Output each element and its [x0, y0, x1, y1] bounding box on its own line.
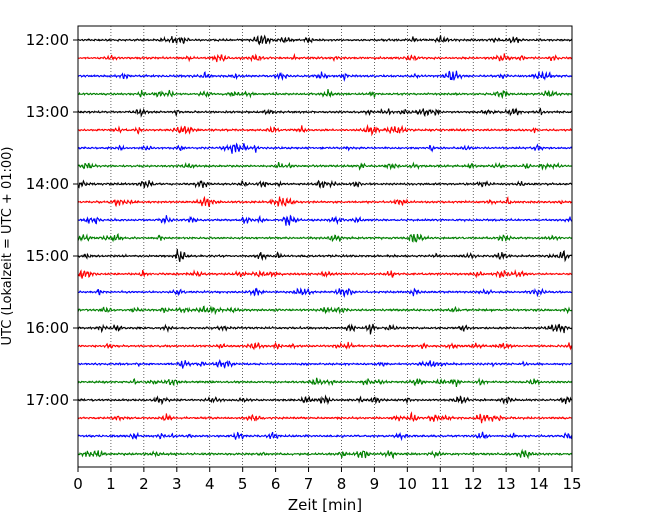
y-tick-label-1: 13:00	[26, 103, 69, 121]
x-tick-label-6: 6	[271, 475, 281, 493]
x-tick-label-14: 14	[530, 475, 549, 493]
x-tick-label-7: 7	[304, 475, 314, 493]
trace-1645	[77, 377, 573, 388]
y-tick-label-2: 14:00	[26, 175, 69, 193]
x-tick-label-11: 11	[431, 475, 450, 493]
trace-1530	[77, 287, 573, 299]
trace-1430	[77, 214, 573, 226]
trace-1500	[77, 248, 573, 263]
seismic-traces	[77, 34, 573, 460]
trace-1730	[77, 431, 573, 442]
trace-1200	[77, 34, 573, 46]
x-tick-label-12: 12	[464, 475, 483, 493]
trace-1345	[77, 161, 573, 171]
trace-1615	[77, 341, 573, 351]
x-tick-label-10: 10	[398, 475, 417, 493]
trace-1315	[77, 123, 573, 137]
x-tick-label-4: 4	[205, 475, 215, 493]
trace-1515	[77, 269, 573, 279]
x-tick-label-1: 1	[106, 475, 116, 493]
trace-1330	[77, 142, 573, 154]
trace-1400	[77, 179, 573, 189]
trace-1545	[77, 305, 573, 316]
x-axis-ticks: 0 1 2 3 4 5 6 7 8 9 10 11 12 13 14 15	[73, 467, 582, 493]
y-axis-label: UTC (Lokalzeit = UTC + 01:00)	[0, 147, 15, 346]
trace-1445	[77, 232, 573, 243]
y-axis-ticks: 12:00 13:00 14:00 15:00 16:00 17:00	[26, 31, 78, 409]
y-tick-label-0: 12:00	[26, 31, 69, 49]
plot-frame	[77, 25, 573, 468]
trace-1600	[77, 323, 573, 335]
x-axis-label: Zeit [min]	[288, 496, 362, 514]
x-tick-label-13: 13	[497, 475, 516, 493]
trace-1215	[77, 52, 573, 63]
trace-1415	[77, 195, 573, 208]
trace-1745	[77, 448, 573, 460]
x-tick-label-9: 9	[370, 475, 380, 493]
trace-1700	[77, 394, 573, 406]
y-tick-label-3: 15:00	[26, 247, 69, 265]
trace-1630	[77, 359, 573, 369]
y-tick-label-5: 17:00	[26, 391, 69, 409]
x-tick-label-5: 5	[238, 475, 248, 493]
trace-1300	[77, 107, 573, 118]
trace-1715	[77, 411, 573, 424]
x-tick-label-8: 8	[337, 475, 347, 493]
x-tick-label-2: 2	[139, 475, 149, 493]
trace-1230	[77, 70, 573, 82]
x-tick-label-15: 15	[562, 475, 581, 493]
x-tick-label-3: 3	[172, 475, 182, 493]
x-tick-label-0: 0	[73, 475, 83, 493]
y-tick-label-4: 16:00	[26, 319, 69, 337]
trace-1245	[77, 88, 573, 100]
